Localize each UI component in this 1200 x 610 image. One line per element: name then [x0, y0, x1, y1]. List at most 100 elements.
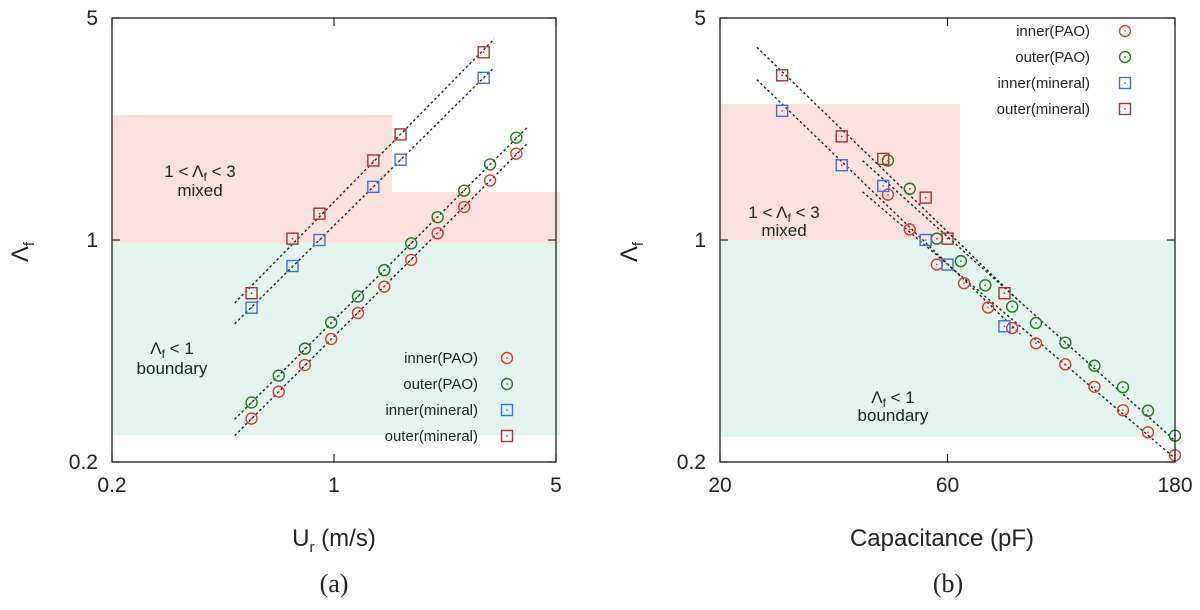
point-inner-pao-a: [351, 306, 365, 320]
point-center-outer-mineral-b: [781, 74, 784, 77]
point-inner-pao-a: [325, 332, 338, 346]
point-inner-mineral-b: [919, 233, 932, 247]
point-center-inner-pao-b: [987, 306, 990, 309]
point-inner-pao-b: [1059, 358, 1072, 371]
point-outer-pao-a: [325, 316, 338, 329]
point-center-inner-pao-a: [383, 285, 386, 288]
legend-label-inner-mineral-b: inner(mineral): [997, 75, 1090, 92]
ticks-a: 0.2 1 5 0.2 1 5: [69, 7, 562, 497]
point-outer-mineral-a: [286, 232, 299, 245]
point-inner-pao-a: [404, 253, 418, 267]
legend-marker-center-outer-mineral-a: [506, 435, 508, 437]
region-boundary-a: [112, 243, 560, 435]
point-inner-mineral-b: [877, 179, 890, 193]
y-tick-label-a: 5: [86, 7, 98, 30]
point-center-inner-pao-b: [1011, 327, 1014, 329]
point-inner-pao-a: [378, 280, 391, 293]
point-center-inner-pao-b: [1093, 385, 1096, 388]
point-outer-pao-b: [1005, 300, 1019, 313]
point-inner-mineral-b: [775, 104, 789, 118]
fit-line-outer-mineral-b: [756, 46, 1021, 303]
point-center-outer-pao-b: [935, 237, 938, 240]
point-center-inner-pao-a: [489, 179, 491, 182]
legend-marker-inner-pao-b: [1118, 24, 1132, 38]
point-outer-pao-a: [298, 342, 312, 355]
y-tick-label-a: 0.2: [69, 451, 98, 474]
point-outer-pao-a: [245, 396, 258, 409]
point-inner-pao-a: [457, 200, 471, 214]
point-center-outer-pao-a: [410, 242, 413, 245]
x-tick-label-b: 60: [936, 474, 959, 497]
legend-label-outer-mineral-b: outer(mineral): [997, 101, 1090, 118]
point-center-outer-mineral-b: [1003, 292, 1006, 295]
point-inner-pao-b: [1141, 426, 1155, 439]
point-center-outer-pao-b: [959, 260, 962, 263]
point-outer-mineral-a: [245, 286, 258, 300]
region-mixed-word-b: mixed: [761, 221, 806, 240]
legend-label-outer-pao-a: outer(PAO): [403, 376, 478, 393]
point-center-outer-mineral-a: [399, 133, 402, 136]
point-outer-pao-a: [272, 369, 285, 382]
point-outer-mineral-b: [775, 69, 789, 82]
point-inner-pao-a: [510, 147, 523, 160]
point-inner-pao-b: [957, 277, 971, 290]
point-center-inner-mineral-b: [882, 185, 885, 187]
point-center-outer-pao-a: [515, 136, 518, 139]
point-center-outer-pao-b: [984, 284, 987, 287]
point-outer-pao-b: [1088, 359, 1101, 372]
legend-marker-center-outer-pao-a: [506, 383, 508, 385]
point-center-outer-mineral-b: [924, 196, 927, 199]
point-outer-mineral-b: [835, 130, 848, 143]
y-axis-label-b: Λf: [616, 241, 647, 262]
point-center-outer-mineral-a: [372, 159, 375, 162]
point-outer-pao-b: [1059, 336, 1072, 349]
point-outer-pao-a: [483, 158, 497, 171]
point-inner-pao-a: [272, 385, 285, 398]
region-label-mixed-a: 1 < Λf < 3: [164, 162, 235, 184]
point-center-inner-pao-b: [1147, 431, 1149, 434]
point-inner-pao-a: [245, 412, 258, 425]
point-center-inner-pao-a: [410, 258, 413, 261]
point-center-inner-mineral-b: [840, 164, 843, 167]
point-inner-pao-b: [1088, 380, 1101, 393]
legend-marker-center-inner-mineral-b: [1124, 82, 1126, 84]
point-outer-mineral-b: [998, 286, 1011, 300]
point-outer-pao-b: [954, 254, 968, 268]
legend-marker-center-inner-pao-b: [1124, 30, 1126, 32]
point-center-inner-mineral-a: [372, 185, 375, 188]
point-center-outer-mineral-b: [882, 158, 885, 160]
point-inner-mineral-b: [998, 320, 1011, 333]
point-center-inner-mineral-b: [946, 263, 949, 266]
point-outer-pao-b: [1029, 316, 1043, 330]
point-outer-mineral-b: [919, 191, 932, 204]
point-outer-pao-a: [351, 290, 365, 303]
ticks-b: 20 60 180 0.2 1 5: [677, 7, 1193, 497]
point-center-inner-mineral-a: [291, 265, 294, 267]
point-center-inner-pao-b: [1035, 342, 1037, 345]
legend-marker-inner-mineral-a: [500, 403, 514, 417]
legend-label-outer-mineral-a: outer(mineral): [385, 428, 478, 445]
point-center-inner-pao-a: [357, 312, 359, 314]
x-tick-label-a: 0.2: [97, 474, 126, 497]
x-axis-label-a: Ur (m/s): [292, 525, 376, 556]
point-center-inner-pao-b: [1122, 409, 1124, 412]
x-tick-label-a: 1: [328, 474, 340, 497]
point-inner-mineral-a: [394, 153, 407, 166]
legend-a: inner(PAO) outer(PAO) inner(mineral) outer(…: [385, 350, 514, 445]
points-a: [245, 46, 523, 425]
point-inner-mineral-a: [367, 180, 380, 194]
point-center-inner-pao-b: [887, 193, 889, 196]
point-inner-mineral-a: [313, 233, 326, 247]
panel-label-b: (b): [933, 569, 963, 598]
point-center-outer-pao-b: [1011, 305, 1014, 308]
point-center-outer-pao-a: [250, 401, 253, 404]
point-center-inner-pao-b: [908, 228, 911, 231]
fit-line-outer-mineral-a: [234, 38, 495, 304]
y-tick-label-b: 0.2: [677, 451, 706, 474]
y-tick-label-a: 1: [86, 229, 98, 252]
point-inner-pao-b: [1029, 337, 1043, 350]
point-center-inner-mineral-a: [399, 158, 402, 161]
point-center-outer-pao-a: [330, 321, 333, 324]
x-tick-label-b: 20: [708, 474, 731, 497]
point-center-outer-mineral-a: [250, 292, 253, 295]
